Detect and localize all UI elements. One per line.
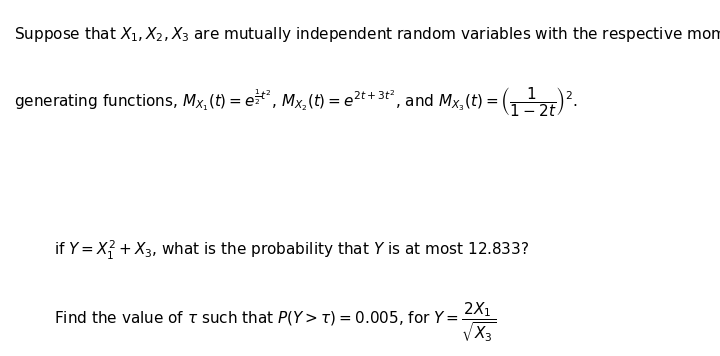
Text: if $Y = X_1^{2} + X_3$, what is the probability that $Y$ is at most 12.833?: if $Y = X_1^{2} + X_3$, what is the prob… xyxy=(54,239,529,262)
Text: generating functions, $M_{X_1}(t) = e^{\frac{1}{2}t^2}$, $M_{X_2}(t) = e^{2t+3t^: generating functions, $M_{X_1}(t) = e^{\… xyxy=(14,85,578,119)
Text: Find the value of $\tau$ such that $P(Y > \tau) = 0.005$, for $Y = \dfrac{2X_1}{: Find the value of $\tau$ such that $P(Y … xyxy=(54,301,496,344)
Text: Suppose that $X_1, X_2, X_3$ are mutually independent random variables with the : Suppose that $X_1, X_2, X_3$ are mutuall… xyxy=(14,25,720,44)
